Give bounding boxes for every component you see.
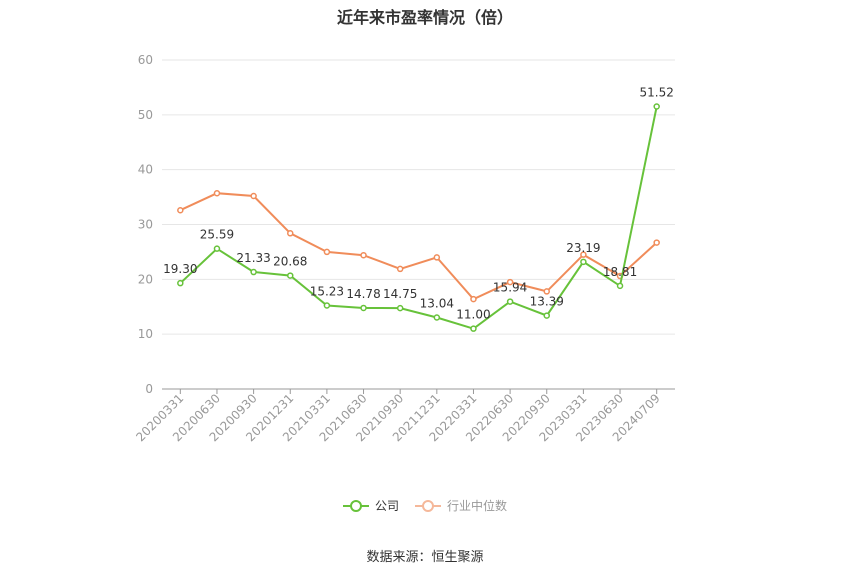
data-label: 13.39 [530,295,564,309]
data-label: 14.78 [346,287,380,301]
chart-title: 近年来市盈率情况（倍） [336,8,513,27]
data-point[interactable] [396,304,404,312]
data-label: 20.68 [273,255,307,269]
data-point[interactable] [653,239,660,246]
data-label: 51.52 [639,85,673,99]
data-point[interactable] [470,325,477,332]
legend: 公司 行业中位数 [0,497,850,514]
data-label: 13.04 [420,296,454,310]
series-line-0 [179,106,658,330]
data-point[interactable] [433,254,441,261]
data-point[interactable] [213,189,221,197]
data-point[interactable] [360,304,367,312]
y-tick-label: 10 [138,327,153,341]
data-point[interactable] [213,245,221,252]
data-point[interactable] [616,282,624,290]
data-point[interactable] [396,265,404,273]
data-label: 25.59 [200,228,234,242]
data-point[interactable] [506,278,514,286]
legend-item-industry[interactable]: 行业中位数 [415,497,507,514]
legend-company-label: 公司 [374,499,399,513]
data-point[interactable] [177,206,184,214]
y-tick-label: 40 [138,163,153,177]
data-label: 15.23 [310,284,344,298]
data-point[interactable] [323,302,331,309]
data-label: 21.33 [236,251,270,265]
data-point[interactable] [287,230,294,237]
data-point[interactable] [287,272,294,279]
data-label: 23.19 [566,241,600,255]
y-tick-label: 60 [138,53,153,67]
data-point[interactable] [506,298,514,305]
data-point[interactable] [250,268,257,276]
series-line-1 [179,192,658,301]
data-point[interactable] [177,279,184,287]
data-point[interactable] [433,314,441,321]
data-label: 18.81 [603,265,637,279]
legend-item-company[interactable]: 公司 [342,497,399,514]
data-point[interactable] [653,103,660,110]
data-label: 15.94 [493,281,527,295]
data-point[interactable] [543,288,550,295]
grid [162,59,675,335]
data-point[interactable] [250,192,257,200]
data-point[interactable] [580,251,587,258]
legend-industry-label: 行业中位数 [447,499,508,513]
data-point[interactable] [543,312,550,319]
data-point[interactable] [360,251,367,259]
y-tick-label: 30 [138,218,153,232]
data-point[interactable] [580,258,587,266]
data-point[interactable] [470,295,477,303]
data-label: 14.75 [383,287,417,301]
data-point[interactable] [323,248,331,256]
data-label: 11.00 [456,308,490,322]
data-source: 数据来源：恒生聚源 [366,550,484,565]
legend-industry-icon [415,499,441,512]
y-tick-label: 50 [138,108,153,122]
y-tick-label: 0 [145,382,153,396]
y-tick-label: 20 [138,272,153,286]
legend-company-icon [342,499,369,512]
series-lines [177,103,660,332]
data-label: 19.30 [163,262,197,276]
